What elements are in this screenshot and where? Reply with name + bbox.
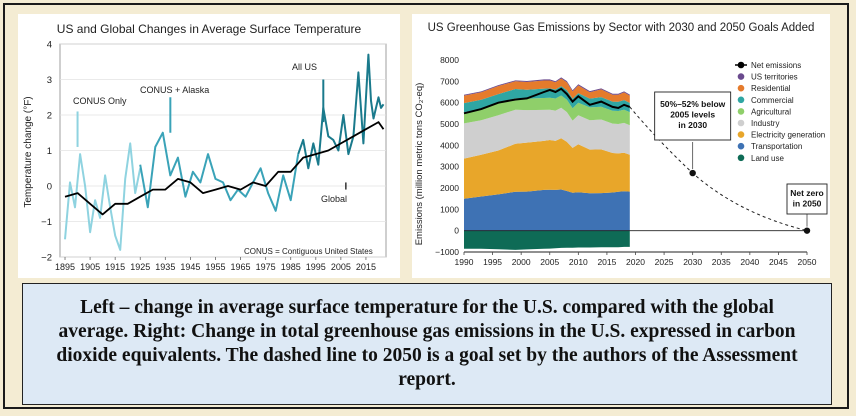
emissions-x-tick-label: 2050 — [798, 257, 817, 267]
emissions-x-tick-label: 2025 — [655, 257, 674, 267]
legend-swatch-industry — [737, 119, 745, 127]
goal-2030-label: 50%–52% below 2005 levels in 2030 — [660, 99, 726, 130]
legend-label-agricultural: Agricultural — [751, 107, 791, 116]
emissions-y-tick-label: 0 — [454, 226, 459, 236]
temperature-y-tick-label: 2 — [47, 111, 52, 122]
temperature-y-tick-label: 0 — [47, 182, 52, 193]
goal-2030-point — [689, 169, 696, 177]
emissions-y-tick-label: 8000 — [440, 55, 459, 65]
temperature-chart-panel: US and Global Changes in Average Surface… — [18, 14, 400, 278]
temperature-x-tick-label: 2015 — [356, 262, 376, 272]
area-industry — [464, 107, 630, 159]
emissions-x-tick-label: 2030 — [683, 257, 702, 267]
temperature-chart-title: US and Global Changes in Average Surface… — [56, 22, 362, 36]
temperature-x-tick-label: 1975 — [256, 262, 276, 272]
legend-swatch-net-emissions — [737, 61, 745, 69]
temperature-y-axis-label: Temperature change (°F) — [23, 96, 34, 207]
emissions-y-tick-label: 2000 — [440, 183, 459, 193]
temperature-y-tick-label: −1 — [41, 217, 52, 228]
temperature-x-tick-label: 1965 — [231, 262, 251, 272]
emissions-y-tick-label: 1000 — [440, 204, 459, 214]
net-emissions-line — [463, 87, 631, 115]
legend-label-land-use: Land use — [751, 154, 784, 163]
annotation-conus-definition: CONUS = Contiguous United States — [244, 247, 373, 256]
temperature-x-tick-label: 1985 — [281, 262, 301, 272]
emissions-x-tick-label: 2000 — [512, 257, 531, 267]
caption-text: Left – change in average surface tempera… — [56, 297, 798, 390]
temperature-x-tick-label: 1935 — [155, 262, 175, 272]
caption-box: Left – change in average surface tempera… — [22, 283, 832, 405]
legend-label-residential: Residential — [751, 84, 791, 93]
temperature-x-tick-label: 1925 — [130, 262, 150, 272]
legend-label-us-territories: US territories — [751, 73, 798, 82]
temperature-x-tick-label: 1955 — [205, 262, 225, 272]
goal-2050-point — [803, 227, 811, 234]
temperature-y-tick-label: −2 — [41, 253, 52, 264]
temperature-y-tick-label: 3 — [47, 75, 52, 86]
temperature-x-tick-label: 1995 — [306, 262, 326, 272]
temperature-y-tick-label: 1 — [47, 146, 52, 157]
annotation-conus-only: CONUS Only — [73, 96, 127, 106]
legend-swatch-electricity-generation — [737, 131, 745, 138]
area-electricity-generation — [464, 138, 630, 199]
annotation-global: Global — [321, 194, 347, 204]
emissions-y-tick-label: 3000 — [440, 162, 459, 172]
emissions-x-tick-label: 2020 — [626, 257, 645, 267]
legend-swatch-land-use — [737, 154, 745, 162]
legend-swatch-commercial — [737, 96, 745, 104]
emissions-chart: 800070006000500040003000200010000−100019… — [414, 55, 828, 267]
annotation-conus-alaska: CONUS + Alaska — [140, 85, 209, 95]
emissions-x-tick-label: 2045 — [769, 257, 788, 267]
legend-label-net-emissions: Net emissions — [751, 61, 801, 70]
legend-swatch-transportation — [737, 142, 745, 150]
emissions-x-tick-label: 1995 — [483, 257, 502, 267]
temperature-y-tick-label: 4 — [47, 40, 52, 51]
area-transportation — [464, 189, 630, 231]
legend-swatch-residential — [737, 84, 745, 92]
goal-2030-label-box — [654, 91, 732, 141]
emissions-y-axis-label: Emissions (million metric tons CO₂-eq) — [414, 83, 425, 246]
goal-2050-label: Net zero in 2050 — [790, 188, 824, 209]
legend-label-commercial: Commercial — [751, 96, 794, 105]
area-land-use — [464, 230, 630, 250]
temperature-line-global — [64, 121, 385, 216]
temperature-x-tick-label: 1945 — [180, 262, 200, 272]
emissions-x-tick-label: 1990 — [455, 257, 474, 267]
area-us-territories — [464, 77, 630, 96]
emissions-x-tick-label: 2040 — [740, 257, 759, 267]
emissions-y-tick-label: 7000 — [440, 76, 459, 86]
temperature-line-all-us — [297, 53, 385, 170]
temperature-line-conus-only — [64, 142, 142, 251]
legend-label-industry: Industry — [751, 119, 779, 128]
emissions-y-tick-label: 6000 — [440, 98, 459, 108]
temperature-x-tick-label: 1895 — [55, 262, 75, 272]
emissions-y-tick-label: 4000 — [440, 140, 459, 150]
emissions-x-tick-label: 2035 — [712, 257, 731, 267]
annotation-all-us: All US — [292, 62, 317, 72]
temperature-line-conus-alaska — [139, 131, 300, 212]
emissions-x-tick-label: 2005 — [540, 257, 559, 267]
temperature-x-tick-label: 2005 — [331, 262, 351, 272]
legend-label-electricity-generation: Electricity generation — [751, 131, 825, 140]
emissions-y-tick-label: 5000 — [440, 119, 459, 129]
legend-swatch-agricultural — [737, 108, 745, 115]
temperature-x-tick-label: 1905 — [80, 262, 100, 272]
temperature-x-tick-label: 1915 — [105, 262, 125, 272]
emissions-y-tick-label: −1000 — [435, 247, 459, 257]
goal-2050-label-box — [786, 183, 828, 215]
emissions-x-tick-label: 2010 — [569, 257, 588, 267]
emissions-chart-panel: US Greenhouse Gas Emissions by Sector wi… — [412, 14, 830, 278]
area-commercial — [464, 86, 630, 113]
area-residential — [464, 78, 630, 104]
legend-label-transportation: Transportation — [751, 142, 802, 151]
emissions-chart-title: US Greenhouse Gas Emissions by Sector wi… — [427, 22, 815, 34]
area-agricultural — [464, 95, 630, 126]
emissions-x-tick-label: 2015 — [597, 257, 616, 267]
legend-swatch-us-territories — [737, 73, 745, 80]
